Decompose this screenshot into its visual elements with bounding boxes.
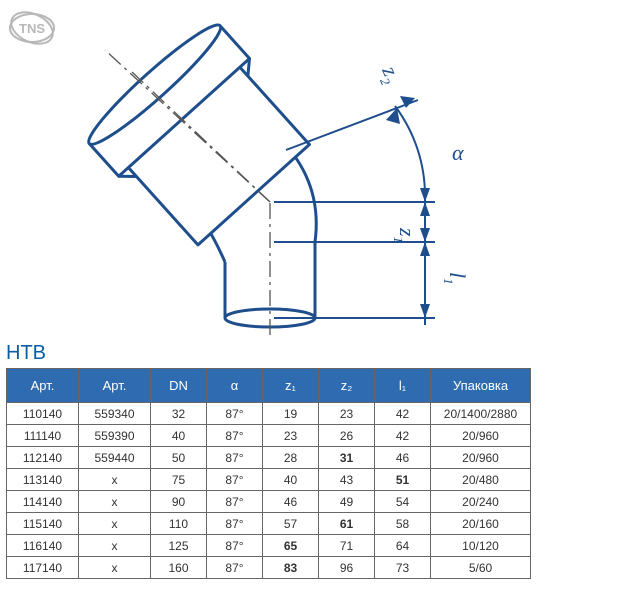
table-cell: 83	[263, 557, 319, 579]
table-row: 116140x12587°65716410/120	[7, 535, 531, 557]
table-cell: 20/240	[431, 491, 531, 513]
col-l1: l₁	[375, 369, 431, 403]
table-cell: 19	[263, 403, 319, 425]
col-dn: DN	[151, 369, 207, 403]
table-cell: 23	[263, 425, 319, 447]
table-cell: 40	[151, 425, 207, 447]
table-cell: 49	[319, 491, 375, 513]
table-cell: 87°	[207, 491, 263, 513]
table-cell: 20/480	[431, 469, 531, 491]
table-cell: 87°	[207, 535, 263, 557]
table-cell: 110140	[7, 403, 79, 425]
col-art1: Арт.	[7, 369, 79, 403]
table-cell: 114140	[7, 491, 79, 513]
table-cell: 20/960	[431, 425, 531, 447]
table-cell: 96	[319, 557, 375, 579]
table-cell: 87°	[207, 469, 263, 491]
svg-text:l1: l1	[441, 272, 470, 285]
col-z1: z₁	[263, 369, 319, 403]
table-cell: 20/1400/2880	[431, 403, 531, 425]
table-cell: x	[79, 535, 151, 557]
table-row: 1121405594405087°28314620/960	[7, 447, 531, 469]
table-cell: 43	[319, 469, 375, 491]
table-cell: 111140	[7, 425, 79, 447]
table-row: 1111405593904087°23264220/960	[7, 425, 531, 447]
svg-text:z1: z1	[391, 227, 420, 243]
table-cell: 32	[151, 403, 207, 425]
logo: TNS	[8, 8, 56, 48]
table-cell: 110	[151, 513, 207, 535]
table-cell: 73	[375, 557, 431, 579]
table-cell: 116140	[7, 535, 79, 557]
table-cell: 23	[319, 403, 375, 425]
table-cell: 75	[151, 469, 207, 491]
table-cell: 559440	[79, 447, 151, 469]
table-cell: 71	[319, 535, 375, 557]
table-cell: 5/60	[431, 557, 531, 579]
table-cell: 50	[151, 447, 207, 469]
table-cell: 559390	[79, 425, 151, 447]
col-pack: Упаковка	[431, 369, 531, 403]
table-cell: 87°	[207, 513, 263, 535]
table-row: 113140x7587°40435120/480	[7, 469, 531, 491]
table-cell: 58	[375, 513, 431, 535]
table-cell: 115140	[7, 513, 79, 535]
table-cell: 26	[319, 425, 375, 447]
svg-text:TNS: TNS	[19, 21, 45, 36]
table-cell: 113140	[7, 469, 79, 491]
table-cell: 46	[263, 491, 319, 513]
table-row: 114140x9087°46495420/240	[7, 491, 531, 513]
table-cell: 559340	[79, 403, 151, 425]
table-cell: 28	[263, 447, 319, 469]
table-row: 115140x11087°57615820/160	[7, 513, 531, 535]
table-cell: 87°	[207, 425, 263, 447]
table-cell: 87°	[207, 557, 263, 579]
svg-text:z2: z2	[373, 61, 406, 88]
table-cell: 54	[375, 491, 431, 513]
table-cell: 65	[263, 535, 319, 557]
spec-table: Арт. Арт. DN α z₁ z₂ l₁ Упаковка 1101405…	[6, 368, 531, 579]
table-cell: 87°	[207, 403, 263, 425]
alpha-label: α	[452, 140, 464, 165]
table-cell: 87°	[207, 447, 263, 469]
table-cell: 42	[375, 425, 431, 447]
table-row: 117140x16087°8396735/60	[7, 557, 531, 579]
table-cell: 90	[151, 491, 207, 513]
table-cell: 46	[375, 447, 431, 469]
table-header-row: Арт. Арт. DN α z₁ z₂ l₁ Упаковка	[7, 369, 531, 403]
table-cell: 31	[319, 447, 375, 469]
table-cell: x	[79, 491, 151, 513]
table-cell: x	[79, 513, 151, 535]
table-cell: 20/160	[431, 513, 531, 535]
table-cell: 40	[263, 469, 319, 491]
table-cell: 42	[375, 403, 431, 425]
table-row: 1101405593403287°19234220/1400/2880	[7, 403, 531, 425]
col-alpha: α	[207, 369, 263, 403]
table-cell: 112140	[7, 447, 79, 469]
col-art2: Арт.	[79, 369, 151, 403]
table-cell: 61	[319, 513, 375, 535]
section-title: HTB	[6, 342, 46, 365]
table-cell: 64	[375, 535, 431, 557]
table-cell: x	[79, 469, 151, 491]
table-cell: 57	[263, 513, 319, 535]
table-cell: x	[79, 557, 151, 579]
table-cell: 117140	[7, 557, 79, 579]
table-cell: 10/120	[431, 535, 531, 557]
table-cell: 160	[151, 557, 207, 579]
table-cell: 51	[375, 469, 431, 491]
table-cell: 125	[151, 535, 207, 557]
col-z2: z₂	[319, 369, 375, 403]
table-cell: 20/960	[431, 447, 531, 469]
technical-drawing: z2 α z1 l1	[60, 10, 560, 340]
